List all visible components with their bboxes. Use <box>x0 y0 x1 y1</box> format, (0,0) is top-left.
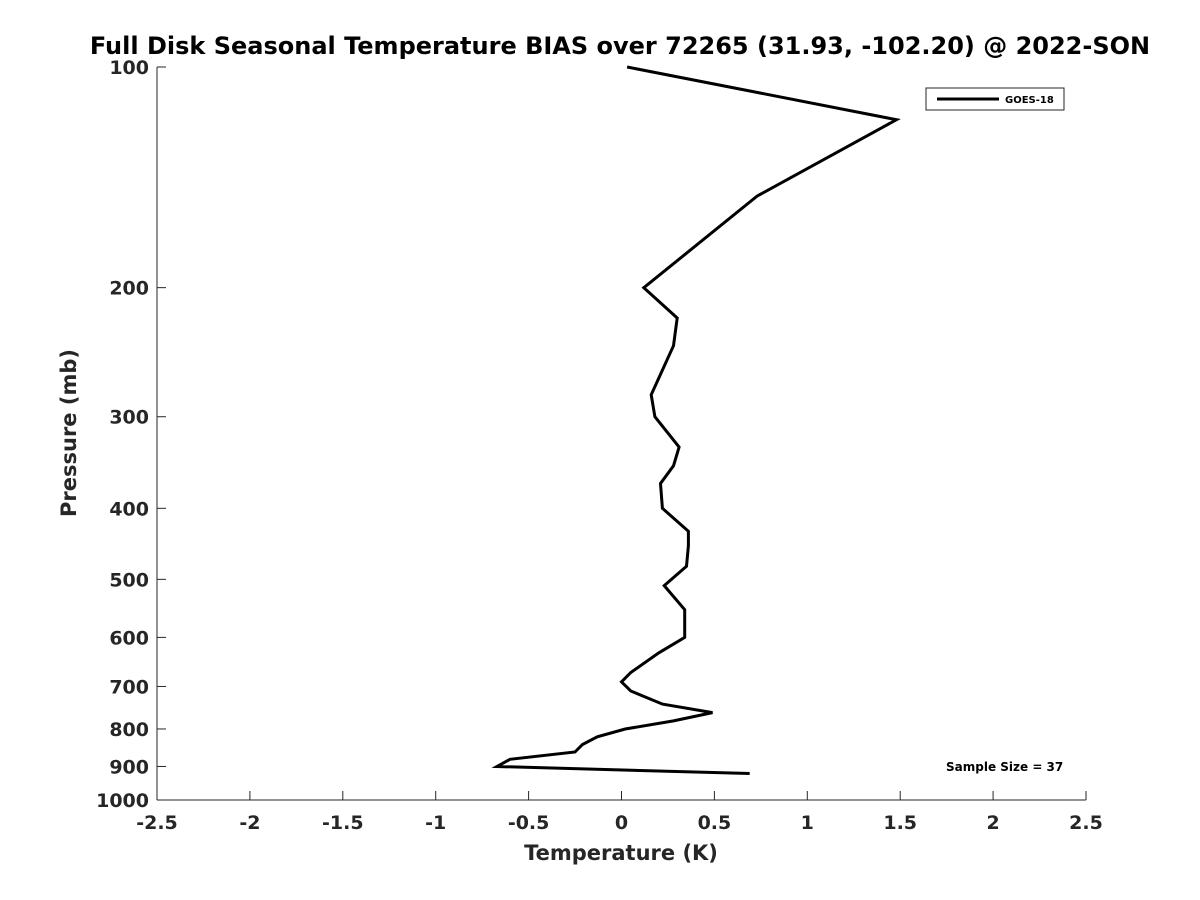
plot-area: -2.5 -2 -1.5 -1 -0.5 0 0.5 1 1.5 2 2.5 100 200 300 40… <box>96 57 1103 834</box>
legend: GOES-18 <box>925 87 1065 111</box>
x-axis-label: Temperature (K) <box>524 841 718 865</box>
x-tick-label: 2 <box>986 812 999 834</box>
sample-size-annotation: Sample Size = 37 <box>946 760 1063 774</box>
x-tick-label: -2.5 <box>136 812 178 834</box>
series-line-goes-18 <box>491 65 901 775</box>
x-tick-label: 1.5 <box>883 812 917 834</box>
y-tick-label: 1000 <box>96 790 149 812</box>
y-tick-label: 200 <box>109 278 149 300</box>
y-tick-label: 400 <box>109 498 149 520</box>
x-tick-label: 2.5 <box>1069 812 1103 834</box>
x-tick-label: -0.5 <box>508 812 550 834</box>
x-tick-label: 0.5 <box>698 812 732 834</box>
y-tick-label: 600 <box>109 627 149 649</box>
legend-label-goes-18: GOES-18 <box>1005 95 1054 106</box>
y-axis-ticks: 100 200 300 400 500 600 700 800 900 1000 <box>96 57 166 812</box>
y-tick-label: 100 <box>109 57 149 79</box>
x-tick-label: 0 <box>615 812 628 834</box>
y-tick-label: 900 <box>109 756 149 778</box>
y-tick-label: 800 <box>109 719 149 741</box>
x-tick-label: 1 <box>801 812 814 834</box>
chart-title: Full Disk Seasonal Temperature BIAS over… <box>90 32 1150 60</box>
y-tick-label: 300 <box>109 407 149 429</box>
x-tick-label: -1.5 <box>322 812 364 834</box>
x-tick-label: -1 <box>425 812 446 834</box>
x-tick-label: -2 <box>239 812 260 834</box>
x-axis-ticks: -2.5 -2 -1.5 -1 -0.5 0 0.5 1 1.5 2 2.5 <box>136 791 1103 834</box>
y-axis-label: Pressure (mb) <box>57 349 81 517</box>
y-tick-label: 500 <box>109 569 149 591</box>
y-tick-label: 700 <box>109 676 149 698</box>
